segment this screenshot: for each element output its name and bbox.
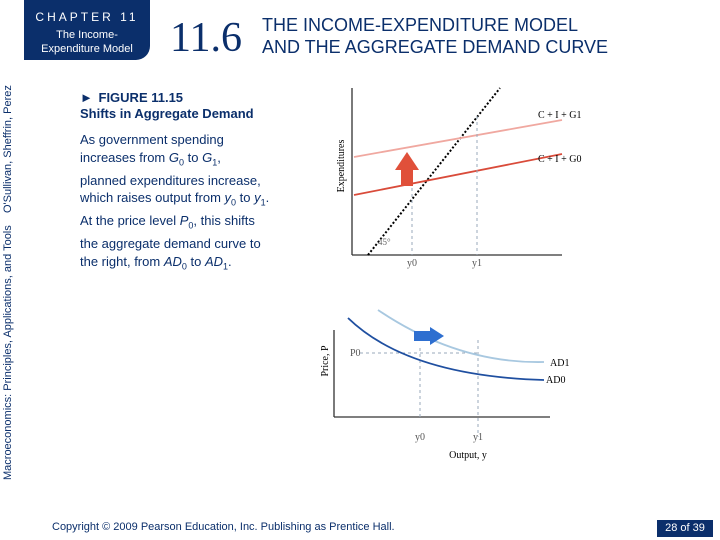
triangle-icon: ► xyxy=(80,90,93,105)
caption-text: As government spending increases from xyxy=(80,132,224,165)
series-label-g0: C + I + G0 xyxy=(538,154,582,165)
chapter-subtitle: The Income- Expenditure Model xyxy=(24,28,150,56)
chapter-subtitle-line2: Expenditure Model xyxy=(41,43,133,55)
figure-caption: As government spending increases from G0… xyxy=(80,131,270,276)
series-line-g1 xyxy=(353,119,563,158)
caption-text: . xyxy=(228,253,232,269)
figure-number: FIGURE 11.15 xyxy=(98,90,184,105)
forty-five-degree-line xyxy=(367,87,501,256)
series-label-ad0: AD0 xyxy=(546,375,565,386)
series-curve-ad1 xyxy=(377,309,545,363)
caption-text: to xyxy=(236,190,255,206)
caption-var: AD xyxy=(204,253,224,269)
caption-text: . xyxy=(265,190,270,206)
shift-right-arrow xyxy=(414,327,444,345)
caption-text: , planned expenditures increase, which r… xyxy=(80,149,261,206)
chapter-tab: CHAPTER 11 The Income- Expenditure Model xyxy=(24,0,150,60)
x-tick-y1: y1 xyxy=(472,258,482,269)
sidebar-authors: O'Sullivan, Sheffrin, Perez xyxy=(2,85,14,213)
chapter-subtitle-line1: The Income- xyxy=(56,29,118,41)
page-indicator: 28 of 39 xyxy=(657,520,713,537)
caption-text: At the price level xyxy=(80,213,180,229)
x-tick-y1: y1 xyxy=(473,432,483,443)
x-tick-y0: y0 xyxy=(415,432,425,443)
x-tick-y0: y0 xyxy=(407,258,417,269)
caption-text: to xyxy=(186,253,205,269)
arrow-head xyxy=(395,152,419,170)
caption-var: AD xyxy=(163,253,182,269)
caption-sub: 1 xyxy=(212,157,218,168)
caption-sub: 1 xyxy=(223,261,229,272)
forty-five-label: 45° xyxy=(378,237,391,247)
y-axis-label: Price, P xyxy=(320,345,331,377)
series-label-ad1: AD1 xyxy=(550,358,569,369)
section-title: THE INCOME-EXPENDITURE MODEL AND THE AGG… xyxy=(262,14,682,58)
caption-sub: 0 xyxy=(188,220,194,231)
shift-up-arrow xyxy=(395,152,419,186)
series-line-g0 xyxy=(353,153,563,196)
y-axis-label: Expenditures xyxy=(336,140,347,193)
income-expenditure-chart: Expenditures 45° y0 y1 C + I + G1 C + I … xyxy=(336,87,582,269)
caption-text: , this shifts the aggregate demand curve… xyxy=(80,213,261,269)
chapter-label: CHAPTER 11 xyxy=(35,10,139,24)
series-curve-ad0 xyxy=(347,317,545,381)
caption-sub: 1 xyxy=(260,197,266,208)
copyright-notice: Copyright © 2009 Pearson Education, Inc.… xyxy=(52,521,395,533)
caption-text: to xyxy=(184,149,203,165)
caption-var: G xyxy=(202,149,213,165)
page-current: 28 xyxy=(665,522,678,534)
caption-var: y xyxy=(224,190,232,206)
caption-var: P xyxy=(179,213,189,229)
page-total: 39 xyxy=(692,522,705,534)
figure-name: Shifts in Aggregate Demand xyxy=(80,106,254,121)
arrow-head xyxy=(430,327,444,345)
caption-var: G xyxy=(168,149,179,165)
aggregate-demand-chart: Price, P P0 AD1 AD0 y0 y1 Output, y xyxy=(320,309,569,461)
sidebar-book-title: Macroeconomics: Principles, Applications… xyxy=(2,225,14,480)
caption-var: y xyxy=(254,190,261,206)
caption-sub: 0 xyxy=(181,261,187,272)
caption-sub: 0 xyxy=(231,197,237,208)
arrow-shaft xyxy=(414,331,432,341)
caption-sub: 0 xyxy=(179,157,185,168)
page-of: of xyxy=(680,522,690,534)
y-tick-p0: P0 xyxy=(350,348,361,359)
series-label-g1: C + I + G1 xyxy=(538,110,582,121)
arrow-shaft xyxy=(401,168,413,186)
sidebar-book-credit: Macroeconomics: Principles, Applications… xyxy=(2,40,18,480)
figure-title: ► FIGURE 11.15 Shifts in Aggregate Deman… xyxy=(80,90,254,122)
x-axis-label: Output, y xyxy=(449,450,487,461)
section-number: 11.6 xyxy=(170,15,242,61)
section-title-line2: AND THE AGGREGATE DEMAND CURVE xyxy=(262,37,609,57)
section-title-line1: THE INCOME-EXPENDITURE MODEL xyxy=(262,15,579,35)
